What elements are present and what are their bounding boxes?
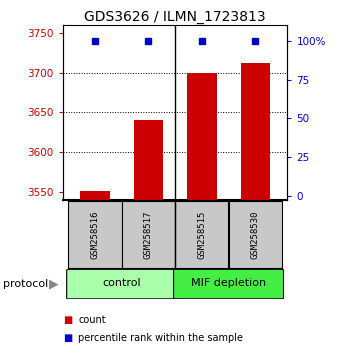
Text: count: count xyxy=(78,315,106,325)
FancyBboxPatch shape xyxy=(175,201,228,268)
Bar xyxy=(187,73,217,200)
Text: GSM258517: GSM258517 xyxy=(144,210,153,259)
Text: protocol: protocol xyxy=(3,279,49,289)
FancyBboxPatch shape xyxy=(68,201,122,268)
FancyBboxPatch shape xyxy=(67,269,177,299)
Bar xyxy=(240,63,270,200)
Text: control: control xyxy=(102,279,141,289)
FancyBboxPatch shape xyxy=(173,269,284,299)
Text: GSM258530: GSM258530 xyxy=(251,210,260,259)
Text: percentile rank within the sample: percentile rank within the sample xyxy=(78,333,243,343)
Text: MIF depletion: MIF depletion xyxy=(191,279,266,289)
Bar xyxy=(80,191,109,200)
FancyBboxPatch shape xyxy=(122,201,175,268)
FancyBboxPatch shape xyxy=(228,201,282,268)
Text: GSM258515: GSM258515 xyxy=(197,210,206,259)
Text: ■: ■ xyxy=(63,315,72,325)
Text: GSM258516: GSM258516 xyxy=(90,210,100,259)
Title: GDS3626 / ILMN_1723813: GDS3626 / ILMN_1723813 xyxy=(84,10,266,24)
Bar xyxy=(134,120,163,200)
Text: ■: ■ xyxy=(63,333,72,343)
Text: ▶: ▶ xyxy=(49,278,59,291)
